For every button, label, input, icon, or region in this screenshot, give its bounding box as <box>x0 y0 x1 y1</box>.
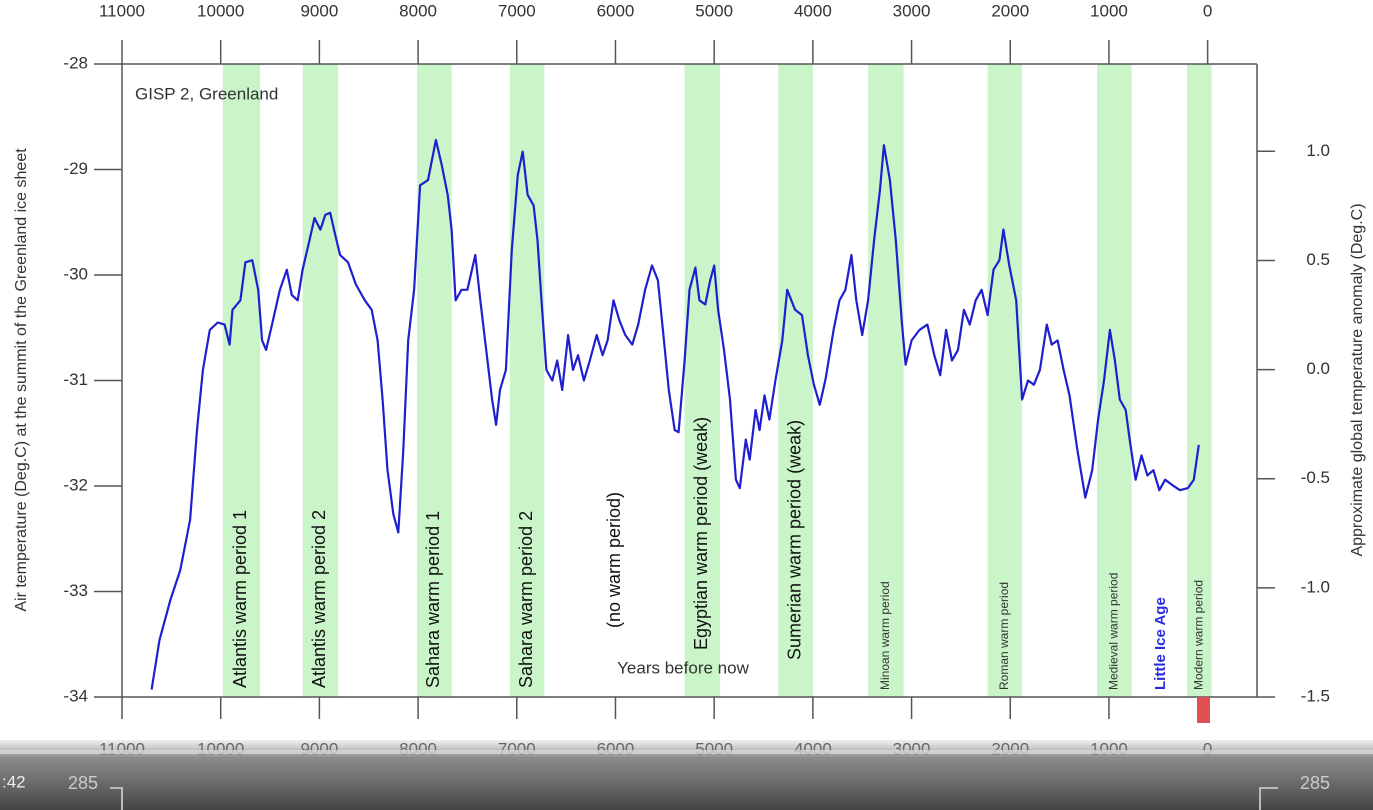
y2-axis-label: Approximate global temperature anomaly (… <box>1349 203 1366 556</box>
y2-tick-label: 1.0 <box>1306 141 1330 160</box>
warm-period-band <box>1186 64 1212 697</box>
warm-period-label: Sahara warm period 1 <box>423 511 443 688</box>
warm-period-band <box>222 64 261 697</box>
warm-period-label: Sahara warm period 2 <box>516 511 536 688</box>
x-tick-label: 3000 <box>893 1 931 20</box>
x-tick-label: 6000 <box>597 1 635 20</box>
y-tick-label: -28 <box>63 53 88 72</box>
x-tick-label: 0 <box>1203 1 1212 20</box>
x-axis-label: Years before now <box>617 658 749 677</box>
warm-period-label: Egyptian warm period (weak) <box>691 417 711 650</box>
bands <box>222 64 1212 697</box>
x-tick-label: 4000 <box>794 1 832 20</box>
warm-period-band <box>684 64 721 697</box>
warm-period-band <box>1097 64 1132 697</box>
y-tick-label: -33 <box>63 581 88 600</box>
x-tick-label: 10000 <box>197 1 244 20</box>
y2-tick-label: -1.5 <box>1301 686 1330 705</box>
next-chart-axis <box>110 787 123 810</box>
warm-period-label: Roman warm period <box>997 582 1011 690</box>
modern-marker <box>1197 697 1210 723</box>
x-tick-label: 1000 <box>1090 1 1128 20</box>
x-tick-label: 8000 <box>399 1 437 20</box>
video-time: :42 <box>2 772 26 791</box>
warm-period-band <box>302 64 339 697</box>
next-chart-label: 285 <box>1300 773 1330 793</box>
warm-period-label: Atlantis warm period 2 <box>309 510 329 688</box>
video-progress <box>0 750 1373 754</box>
y-axis-label: Air temperature (Deg.C) at the summit of… <box>13 148 30 612</box>
x-tick-label: 7000 <box>498 1 536 20</box>
warm-period-label: Modern warm period <box>1191 580 1205 690</box>
warm-period-band <box>868 64 904 697</box>
note-label: Little Ice Age <box>1152 597 1169 690</box>
y-tick-label: -31 <box>63 370 88 389</box>
y-tick-label: -34 <box>63 686 88 705</box>
next-chart-axis <box>1259 787 1278 810</box>
x-tick-label: 2000 <box>991 1 1029 20</box>
warm-period-band <box>987 64 1023 697</box>
y2-tick-label: 0.5 <box>1306 250 1330 269</box>
temperature-line <box>150 138 1200 690</box>
warm-period-label: Atlantis warm period 1 <box>230 510 250 688</box>
x-tick-label: 5000 <box>695 1 733 20</box>
warm-period-band <box>417 64 452 697</box>
y2-tick-label: -0.5 <box>1301 468 1330 487</box>
y-tick-label: -29 <box>63 159 88 178</box>
annotation: GISP 2, Greenland <box>135 84 278 103</box>
y-tick-label: -30 <box>63 264 88 283</box>
y-tick-label: -32 <box>63 475 88 494</box>
warm-period-label: Minoan warm period <box>878 581 892 690</box>
warm-period-label: Sumerian warm period (weak) <box>784 420 804 660</box>
next-chart-label: 285 <box>68 773 98 793</box>
note-label: (no warm period) <box>604 492 624 628</box>
warm-period-label: Medieval warm period <box>1107 573 1121 690</box>
warm-period-band <box>778 64 813 697</box>
y2-tick-label: -1.0 <box>1301 577 1330 596</box>
x-tick-label: 11000 <box>99 1 145 20</box>
warm-period-band <box>509 64 545 697</box>
x-tick-label: 9000 <box>300 1 338 20</box>
y2-tick-label: 0.0 <box>1306 359 1330 378</box>
